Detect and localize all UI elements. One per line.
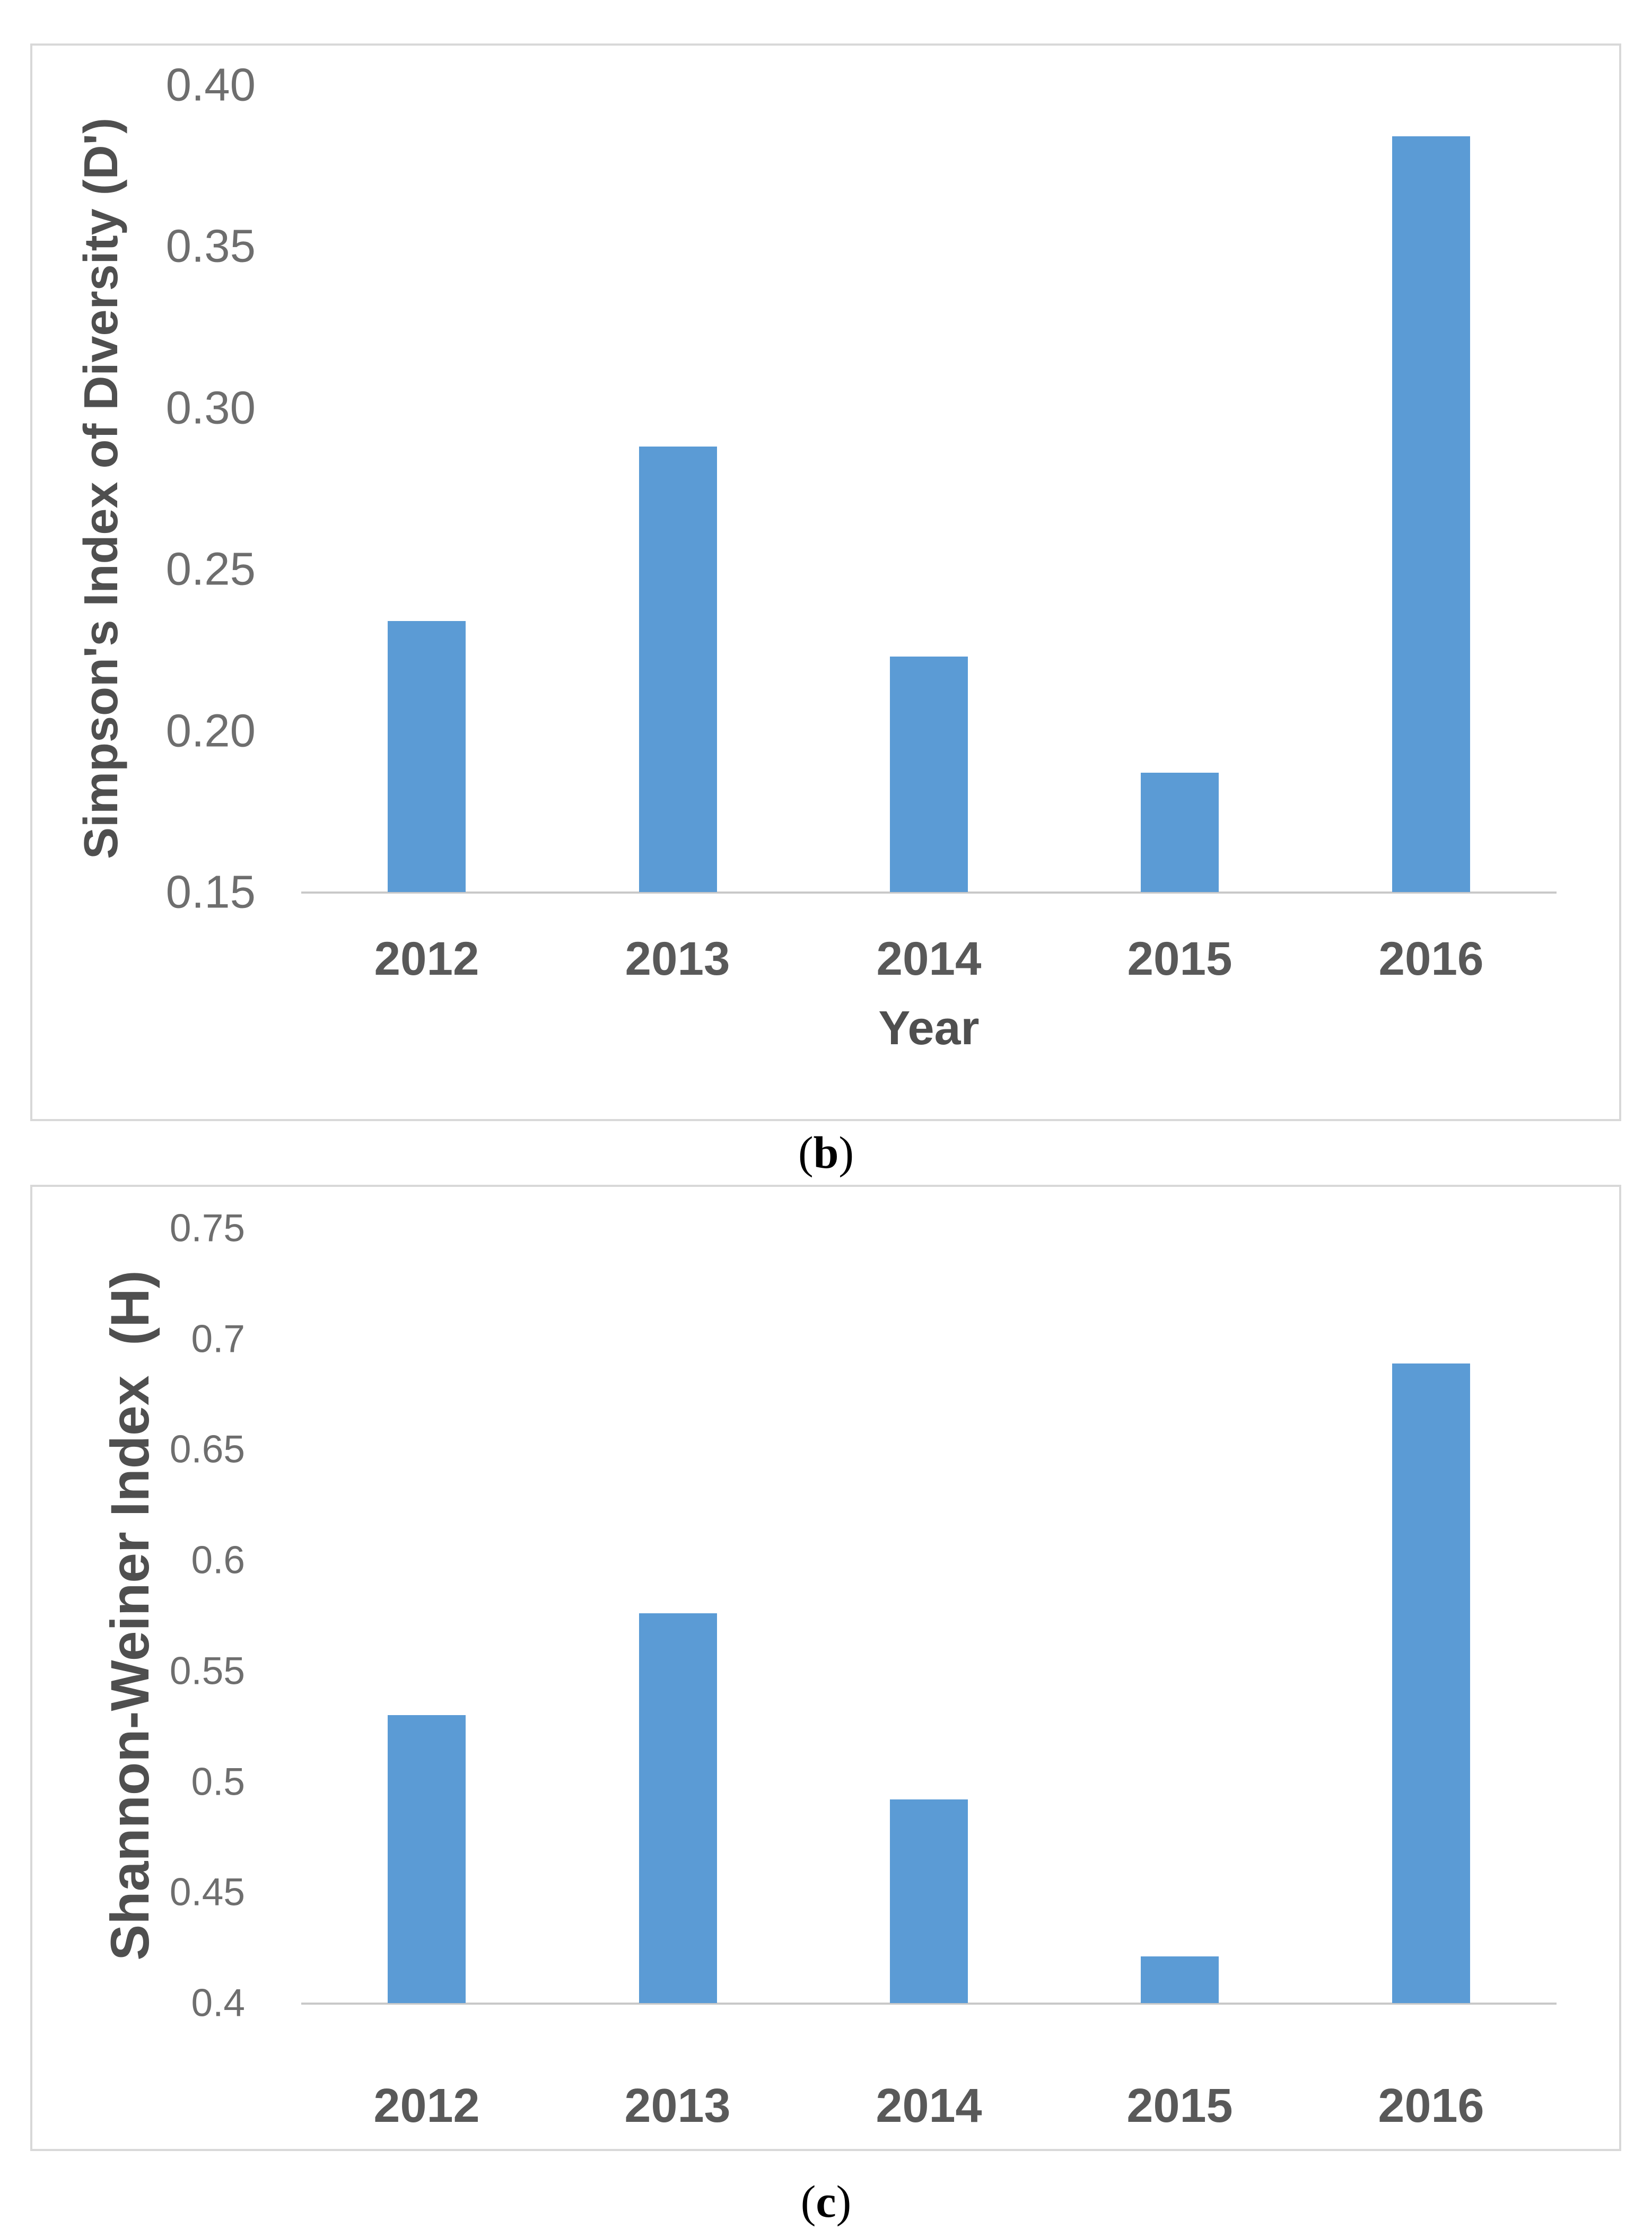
caption-b-close-paren: ) [838,1127,854,1178]
y-tick-label: 0.75 [169,1207,245,1250]
y-tick-label: 0.7 [191,1317,245,1361]
y-tick-label: 0.5 [191,1760,245,1804]
figure-panel-b: Simpson's Index of Diversity (D') Year 0… [30,43,1621,1121]
x-tick-label-2013: 2013 [625,932,730,985]
y-axis-title-shannon: Shannon-Weiner Index (H) [100,1270,160,1961]
x-tick-label-2014: 2014 [876,932,982,985]
bar-2012 [388,1715,466,2003]
caption-c: (c) [0,2174,1652,2229]
x-axis-line [301,891,1557,894]
bar-2013 [639,1613,717,2003]
x-tick-label-2013: 2013 [624,2079,731,2132]
bar-2015 [1141,1956,1219,2003]
caption-c-close-paren: ) [836,2176,852,2227]
figure-panel-c: Shannon-Weiner Index (H) 0.75 0.7 0.65 0.6 0… [30,1185,1621,2151]
caption-c-letter: c [816,2176,836,2227]
plot-area [301,1228,1557,2005]
y-tick-label: 0.40 [165,59,256,111]
y-tick-label: 0.45 [169,1870,245,1914]
caption-b: (b) [0,1125,1652,1180]
plot-area [301,85,1557,894]
x-tick-label-2016: 2016 [1378,2079,1484,2132]
y-tick-label: 0.25 [165,543,256,595]
bar-2014 [890,657,968,892]
x-axis-title-year: Year [878,1002,980,1055]
bar-2014 [890,1799,968,2003]
y-tick-label: 0.20 [165,705,256,757]
x-tick-label-2012: 2012 [373,2079,480,2132]
x-tick-label-2015: 2015 [1127,932,1233,985]
bar-2012 [388,621,466,892]
bar-2016 [1392,1363,1470,2003]
x-tick-label-2015: 2015 [1126,2079,1233,2132]
caption-b-letter: b [813,1127,839,1178]
caption-b-open-paren: ( [798,1127,814,1178]
x-tick-label-2014: 2014 [876,2079,982,2132]
x-axis-line [301,2003,1557,2005]
y-tick-label: 0.30 [165,382,256,434]
bar-2015 [1141,773,1219,892]
bar-2013 [639,447,717,892]
y-tick-label: 0.55 [169,1649,245,1693]
x-tick-label-2016: 2016 [1378,932,1484,985]
y-tick-label: 0.6 [191,1539,245,1582]
caption-c-open-paren: ( [800,2176,816,2227]
y-tick-label: 0.4 [191,1981,245,2025]
y-tick-label: 0.65 [169,1428,245,1471]
bar-2016 [1392,136,1470,892]
y-tick-label: 0.15 [165,866,256,918]
x-tick-label-2012: 2012 [374,932,479,985]
y-tick-label: 0.35 [165,220,256,272]
